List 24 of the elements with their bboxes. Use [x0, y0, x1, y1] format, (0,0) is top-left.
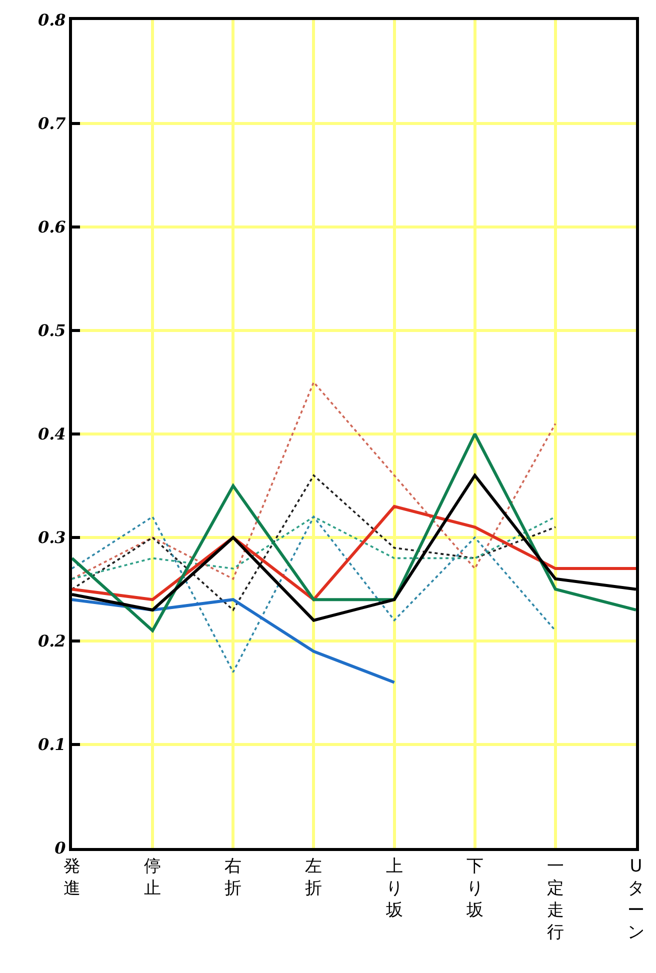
y-tick-label: 0.3: [38, 528, 66, 548]
x-tick-label: 右折: [224, 856, 242, 898]
line-series: [72, 516, 556, 673]
line-series: [72, 381, 556, 580]
x-tick-label: 発進: [64, 856, 80, 898]
line-series: [72, 598, 396, 684]
x-tick-label: Uターン: [628, 856, 644, 943]
line-series: [72, 504, 636, 602]
line-series: [72, 474, 556, 611]
y-tick-label: 0.6: [38, 218, 66, 237]
y-tick-label: 0.7: [38, 114, 66, 134]
y-tick-label: 0.4: [38, 424, 66, 444]
x-tick-label: 一定走行: [546, 856, 564, 943]
x-tick-label: 左折: [305, 856, 322, 898]
y-tick-label: 0.8: [38, 10, 66, 30]
y-tick-label: 0.2: [38, 632, 66, 651]
line-series: [72, 432, 636, 632]
x-tick-label: 停止: [144, 856, 162, 898]
y-tick-label: 0.5: [38, 321, 66, 340]
y-tick-label: 0.1: [38, 735, 66, 754]
x-tick-label: 上り坂: [384, 856, 403, 921]
line-series: [72, 474, 636, 622]
y-tick-label: 0: [54, 838, 66, 858]
x-tick-label: 下り坂: [465, 856, 484, 921]
